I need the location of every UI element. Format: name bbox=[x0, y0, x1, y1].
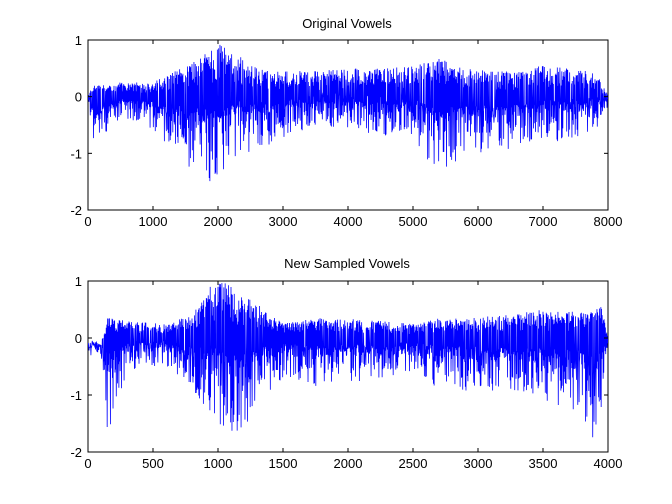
top-xtick-label: 7000 bbox=[529, 214, 558, 229]
top-ytick-label: 0 bbox=[75, 90, 82, 105]
bottom-xtick-label: 0 bbox=[84, 456, 91, 471]
top-xtick-label: 5000 bbox=[399, 214, 428, 229]
top-ytick-label: -2 bbox=[70, 203, 82, 218]
bottom-xtick-label: 2000 bbox=[334, 456, 363, 471]
bottom-waveform-line bbox=[88, 283, 608, 438]
top-xtick-label: 1000 bbox=[139, 214, 168, 229]
bottom-xtick-label: 1000 bbox=[204, 456, 233, 471]
bottom-ytick-label: 0 bbox=[75, 331, 82, 346]
bottom-xtick-label: 3500 bbox=[529, 456, 558, 471]
bottom-xtick-label: 500 bbox=[142, 456, 164, 471]
top-ytick-label: -1 bbox=[70, 146, 82, 161]
bottom-xtick-label: 2500 bbox=[399, 456, 428, 471]
top-ytick-label: 1 bbox=[75, 33, 82, 48]
bottom-subplot: New Sampled Vowels 0 500 1000 1500 2000 2500 3… bbox=[70, 256, 622, 471]
bottom-subplot-title: New Sampled Vowels bbox=[284, 256, 410, 271]
bottom-xtick-label: 1500 bbox=[269, 456, 298, 471]
top-subplot-title: Original Vowels bbox=[302, 16, 392, 31]
bottom-ytick-label: -2 bbox=[70, 445, 82, 460]
bottom-xtick-label: 4000 bbox=[594, 456, 623, 471]
top-xtick-label: 6000 bbox=[464, 214, 493, 229]
bottom-ytick-label: 1 bbox=[75, 274, 82, 289]
top-xtick-label: 8000 bbox=[594, 214, 623, 229]
bottom-ytick-label: -1 bbox=[70, 388, 82, 403]
top-xtick-label: 2000 bbox=[204, 214, 233, 229]
top-subplot: Original Vowels 0 1000 2000 3000 4000 5000 600… bbox=[70, 16, 622, 229]
bottom-xtick-label: 3000 bbox=[464, 456, 493, 471]
top-xtick-label: 0 bbox=[84, 214, 91, 229]
top-xtick-label: 3000 bbox=[269, 214, 298, 229]
top-xtick-label: 4000 bbox=[334, 214, 363, 229]
top-waveform-line bbox=[88, 44, 608, 182]
